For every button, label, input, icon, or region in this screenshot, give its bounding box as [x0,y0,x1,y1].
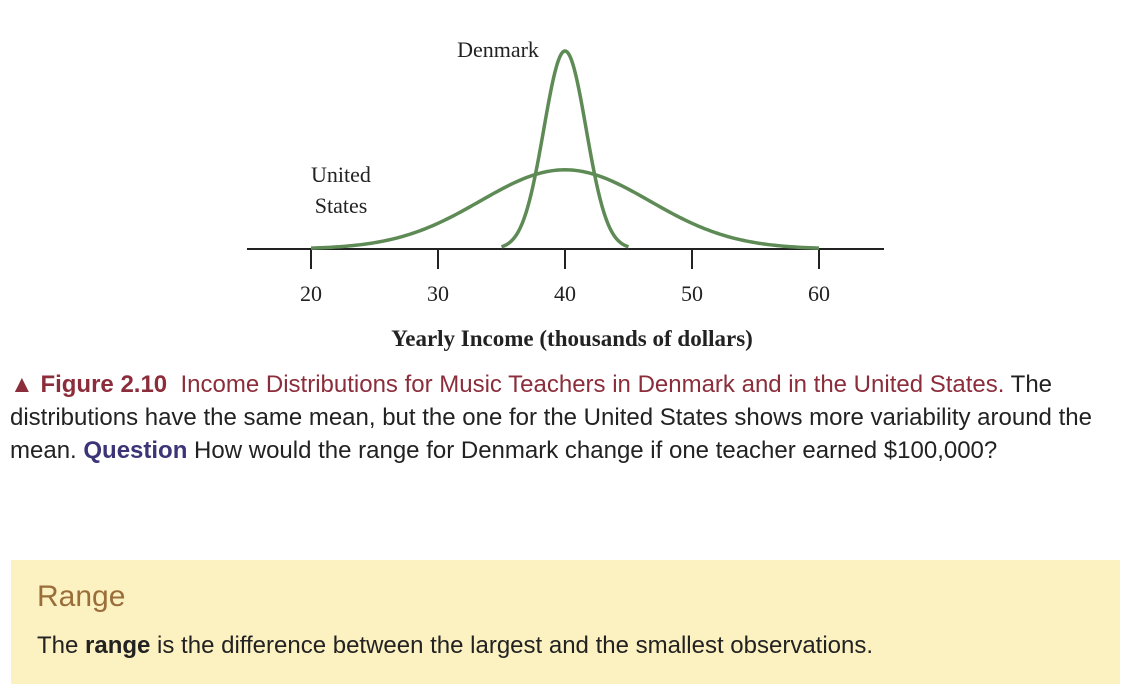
series-label-denmark: Denmark [457,37,539,62]
income-distribution-chart: 20 30 40 50 60 Denmark United States Yearly … [247,37,884,351]
x-tick-label-50: 50 [681,281,703,306]
question-label: Question [83,437,188,464]
definition-text: The range is the difference between the … [37,632,873,660]
series-label-states: States [315,193,368,218]
curve-denmark [500,49,630,249]
series-label-united: United [311,162,371,187]
figure-title: Income Distributions for Music Teachers … [180,371,1005,398]
x-axis-ticks: 20 30 40 50 60 [300,249,830,306]
definition-text-after: is the difference between the largest an… [150,632,874,659]
x-tick-label-30: 30 [427,281,449,306]
caption-body: The distributions have the same mean, bu… [10,371,1092,464]
definition-title: Range [37,580,126,613]
x-tick-label-60: 60 [808,281,830,306]
caption-marker: ▲ [10,371,34,398]
definition-text-before: The [37,632,86,659]
definition-term: range [85,632,151,659]
x-tick-label-20: 20 [300,281,322,306]
curve-united-states [310,168,820,250]
definition-box: Range The range is the difference betwee… [11,560,1120,684]
figure-label: Figure 2.10 [40,371,168,398]
x-axis-label: Yearly Income (thousands of dollars) [391,326,753,351]
x-tick-label-40: 40 [554,281,576,306]
figure-caption: ▲ Figure 2.10 Income Distributions for M… [10,368,1125,467]
distribution-curves [310,49,820,250]
question-text: How would the range for Denmark change i… [187,437,998,464]
